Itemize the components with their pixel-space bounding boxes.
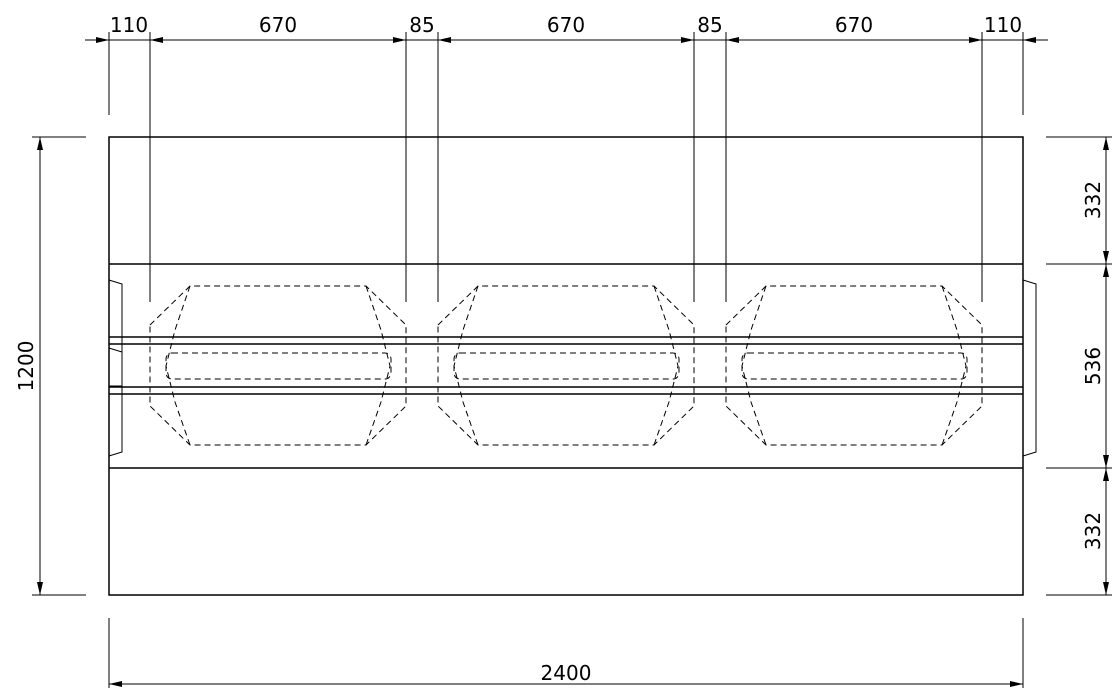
width-dimension-arrows xyxy=(109,681,1023,687)
cavity-1 xyxy=(149,285,407,446)
dim-gap-1: 85 xyxy=(409,13,434,37)
dim-segment-2: 670 xyxy=(547,13,585,37)
right-lug xyxy=(1022,279,1037,457)
dim-bottom-band: 332 xyxy=(1081,512,1105,550)
top-dimension-arrows xyxy=(96,37,1036,43)
cavity-2 xyxy=(437,285,695,446)
dim-right-end: 110 xyxy=(984,13,1022,37)
top-extension-lines xyxy=(108,32,1024,302)
bottom-extension-lines xyxy=(108,618,1024,688)
dim-left-end: 110 xyxy=(110,13,148,37)
height-dimension-arrows xyxy=(37,137,43,595)
dim-middle-band: 536 xyxy=(1081,347,1105,385)
dim-segment-1: 670 xyxy=(259,13,297,37)
dim-segment-3: 670 xyxy=(835,13,873,37)
dim-overall-width: 2400 xyxy=(541,661,592,685)
rail-upper xyxy=(109,336,1023,345)
dim-gap-2: 85 xyxy=(697,13,722,37)
rail-lower xyxy=(109,386,1023,395)
dim-top-band: 332 xyxy=(1081,181,1105,219)
left-lug xyxy=(108,279,123,457)
dim-overall-height: 1200 xyxy=(14,341,38,392)
cavity-3 xyxy=(725,285,983,446)
right-dimension-arrows xyxy=(1103,137,1109,595)
left-extension-lines xyxy=(32,136,86,596)
right-extension-lines xyxy=(1046,136,1112,596)
block-outline xyxy=(108,136,1024,596)
